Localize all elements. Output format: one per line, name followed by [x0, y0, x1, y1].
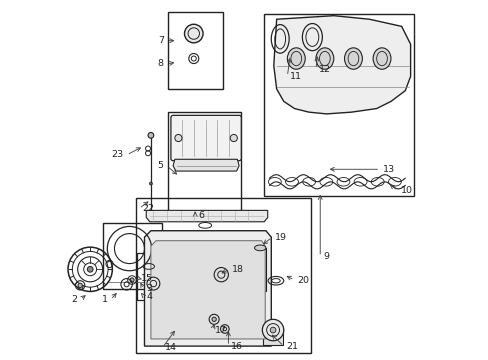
- Bar: [167, 112, 241, 216]
- Ellipse shape: [344, 48, 362, 69]
- Text: 11: 11: [290, 72, 302, 81]
- Ellipse shape: [315, 48, 333, 69]
- Circle shape: [214, 267, 228, 282]
- Circle shape: [130, 278, 134, 282]
- Polygon shape: [273, 16, 410, 114]
- Circle shape: [262, 319, 283, 341]
- Text: 17: 17: [215, 325, 227, 334]
- Circle shape: [147, 277, 160, 290]
- Circle shape: [230, 134, 237, 141]
- Text: 5: 5: [158, 161, 163, 170]
- Circle shape: [87, 266, 93, 272]
- Bar: [167, 12, 223, 89]
- Text: 12: 12: [318, 65, 330, 74]
- Text: 15: 15: [141, 274, 153, 283]
- Text: 4: 4: [146, 292, 152, 301]
- Circle shape: [212, 317, 216, 321]
- Text: 22: 22: [142, 204, 154, 213]
- Text: 3: 3: [146, 284, 152, 293]
- Text: 7: 7: [158, 36, 163, 45]
- Ellipse shape: [372, 48, 390, 69]
- Circle shape: [148, 132, 153, 138]
- Ellipse shape: [287, 48, 305, 69]
- Text: 8: 8: [158, 59, 163, 68]
- Circle shape: [270, 327, 275, 333]
- Text: 19: 19: [275, 233, 286, 242]
- Circle shape: [184, 24, 203, 43]
- Ellipse shape: [254, 245, 265, 251]
- Text: 14: 14: [165, 343, 177, 352]
- Bar: [263, 329, 283, 345]
- Bar: [137, 253, 180, 300]
- Polygon shape: [151, 241, 264, 339]
- Polygon shape: [144, 231, 271, 346]
- Text: 18: 18: [232, 265, 244, 274]
- Circle shape: [175, 134, 182, 141]
- Text: 10: 10: [400, 186, 412, 195]
- Bar: [103, 223, 162, 289]
- Circle shape: [78, 283, 82, 288]
- Text: 9: 9: [323, 252, 328, 261]
- FancyBboxPatch shape: [171, 115, 241, 161]
- Text: 16: 16: [231, 342, 243, 351]
- Text: 6: 6: [198, 211, 203, 220]
- Text: 23: 23: [111, 150, 123, 159]
- Polygon shape: [173, 159, 239, 171]
- Bar: [254, 248, 265, 291]
- Text: 2: 2: [71, 295, 77, 304]
- Text: 21: 21: [286, 342, 298, 351]
- Polygon shape: [146, 210, 267, 222]
- Text: 13: 13: [382, 165, 394, 174]
- Text: 1: 1: [102, 295, 107, 304]
- Bar: [135, 198, 310, 353]
- Text: 20: 20: [297, 275, 309, 284]
- Circle shape: [149, 182, 152, 185]
- Bar: [264, 14, 413, 196]
